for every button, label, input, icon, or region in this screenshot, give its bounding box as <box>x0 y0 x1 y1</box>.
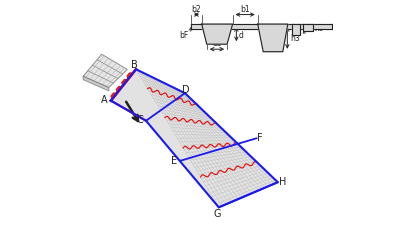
Text: b3: b3 <box>212 39 222 48</box>
Text: E: E <box>171 155 178 165</box>
Text: A: A <box>101 95 108 105</box>
Polygon shape <box>111 70 278 207</box>
Polygon shape <box>83 55 127 88</box>
Polygon shape <box>122 80 127 86</box>
Text: C: C <box>137 115 143 125</box>
Text: B: B <box>131 60 138 70</box>
Polygon shape <box>111 94 117 100</box>
Text: d: d <box>239 30 244 40</box>
Text: h3: h3 <box>290 34 300 43</box>
Polygon shape <box>191 25 332 30</box>
Text: bF: bF <box>179 30 188 40</box>
Polygon shape <box>303 25 313 32</box>
Text: h2: h2 <box>268 32 278 42</box>
Text: G: G <box>214 208 221 218</box>
Text: D: D <box>182 84 190 94</box>
Text: h1: h1 <box>314 26 323 32</box>
Text: h4: h4 <box>314 26 323 32</box>
Polygon shape <box>202 25 232 45</box>
Polygon shape <box>292 25 300 35</box>
Polygon shape <box>83 77 109 92</box>
Text: b1: b1 <box>240 5 250 14</box>
Polygon shape <box>127 74 133 80</box>
Text: H: H <box>278 176 286 186</box>
Text: F: F <box>256 132 262 142</box>
Polygon shape <box>258 25 288 52</box>
Polygon shape <box>117 87 122 93</box>
Text: b2: b2 <box>192 5 201 14</box>
